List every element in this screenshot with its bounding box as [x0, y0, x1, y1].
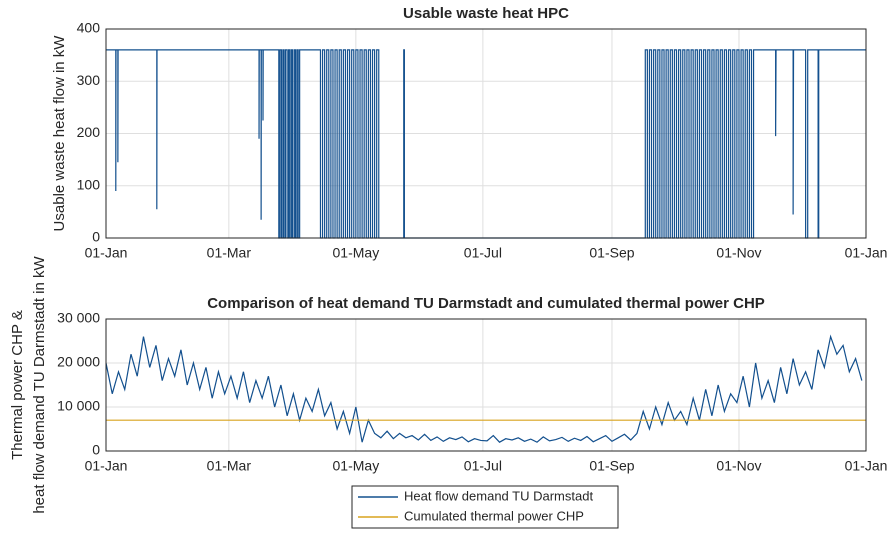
- legend-label: Cumulated thermal power CHP: [404, 508, 584, 523]
- chart-title: Usable waste heat HPC: [403, 5, 569, 22]
- y-tick-label: 400: [77, 20, 101, 36]
- y-tick-label: 0: [92, 229, 100, 245]
- x-tick-label: 01-Mar: [207, 458, 252, 474]
- data-line: [105, 334, 863, 443]
- x-tick-label: 01-Nov: [716, 245, 761, 261]
- axes-frame: [105, 318, 867, 452]
- x-tick-label: 01-Nov: [716, 458, 761, 474]
- axes-frame: [105, 28, 867, 239]
- legend-box: [351, 485, 619, 529]
- y-axis-label: Thermal power CHP &: [9, 310, 26, 460]
- x-tick-label: 01-Jan: [845, 458, 888, 474]
- chart-title: Comparison of heat demand TU Darmstadt a…: [207, 295, 765, 312]
- x-tick-label: 01-May: [333, 458, 380, 474]
- x-tick-label: 01-Jul: [464, 245, 502, 261]
- x-tick-label: 01-Jan: [85, 245, 128, 261]
- y-tick-label: 0: [92, 442, 100, 458]
- y-tick-label: 300: [77, 72, 101, 88]
- x-tick-label: 01-Jan: [845, 245, 888, 261]
- y-axis-label: Usable waste heat flow in kW: [51, 35, 68, 232]
- y-tick-label: 100: [77, 176, 101, 192]
- y-axis-label: heat flow demand TU Darmstadt in kW: [31, 256, 48, 514]
- x-tick-label: 01-Sep: [589, 245, 634, 261]
- y-tick-label: 30 000: [57, 310, 100, 326]
- x-tick-label: 01-Sep: [589, 458, 634, 474]
- x-tick-label: 01-Mar: [207, 245, 252, 261]
- y-tick-label: 20 000: [57, 354, 100, 370]
- x-tick-label: 01-Jan: [85, 458, 128, 474]
- x-tick-label: 01-May: [333, 245, 380, 261]
- legend-label: Heat flow demand TU Darmstadt: [404, 488, 593, 503]
- y-tick-label: 200: [77, 124, 101, 140]
- y-tick-label: 10 000: [57, 398, 100, 414]
- x-tick-label: 01-Jul: [464, 458, 502, 474]
